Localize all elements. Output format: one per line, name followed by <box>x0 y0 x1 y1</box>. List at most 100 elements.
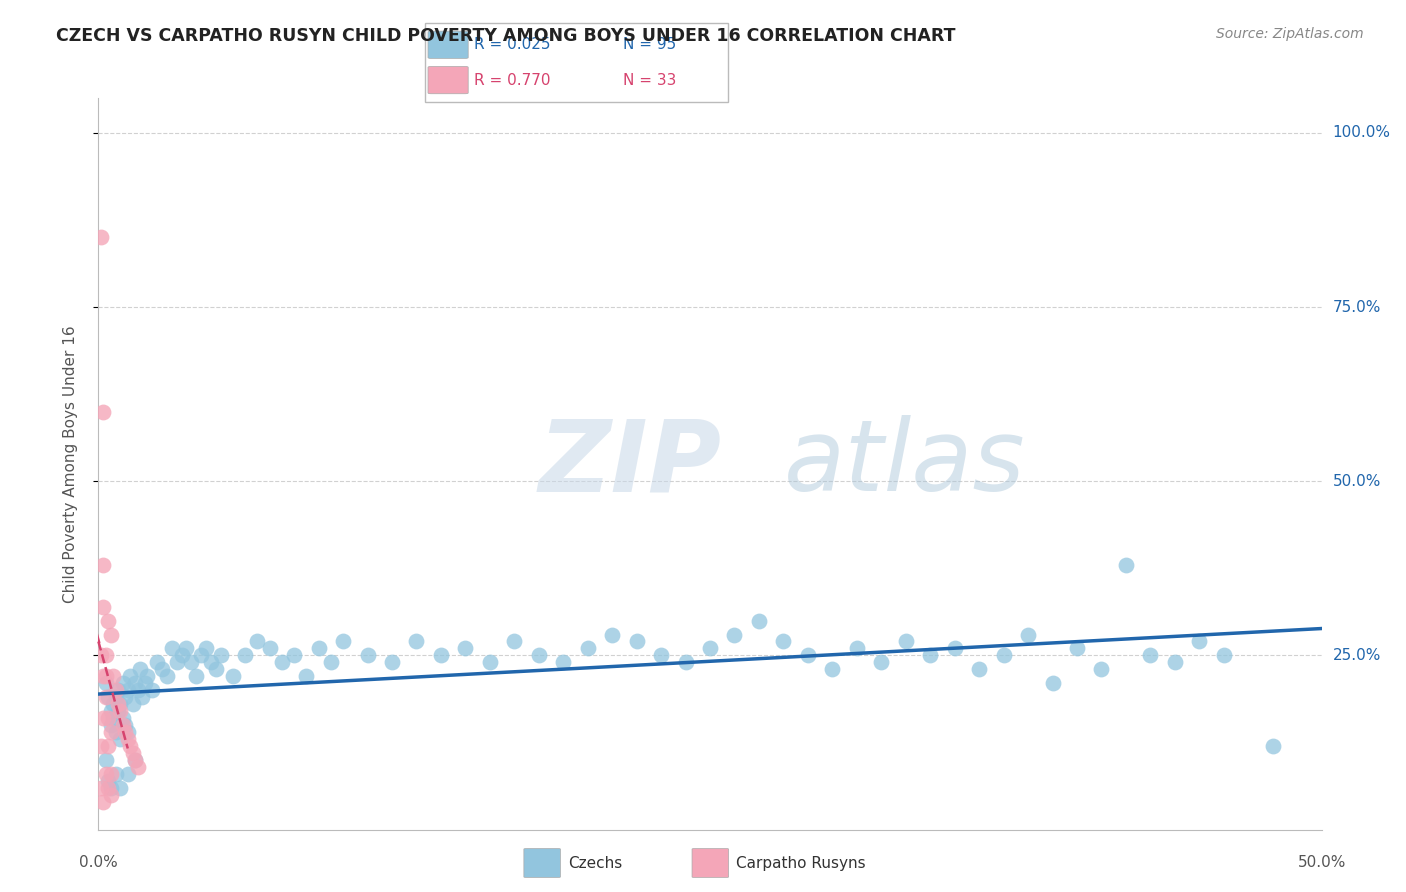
Point <box>136 669 159 683</box>
Point <box>90 230 112 244</box>
Point <box>100 788 122 802</box>
Point <box>1090 662 1112 676</box>
Point <box>94 676 117 690</box>
Text: Source: ZipAtlas.com: Source: ZipAtlas.com <box>1216 27 1364 41</box>
Point <box>943 641 966 656</box>
Point <box>894 634 917 648</box>
Point <box>430 648 453 663</box>
Text: R = 0.025: R = 0.025 <box>474 37 551 53</box>
Text: Czechs: Czechs <box>568 855 621 871</box>
Point <box>405 634 427 648</box>
Point <box>120 739 142 753</box>
Point <box>993 648 1015 663</box>
Point <box>233 648 256 663</box>
Point <box>723 627 745 641</box>
Point <box>101 669 124 683</box>
Text: atlas: atlas <box>783 416 1025 512</box>
Point <box>319 656 342 670</box>
Text: R = 0.770: R = 0.770 <box>474 72 551 87</box>
FancyBboxPatch shape <box>427 31 468 59</box>
Point <box>1139 648 1161 663</box>
Point <box>150 662 173 676</box>
Point <box>205 662 228 676</box>
Point <box>190 648 212 663</box>
Point <box>967 662 990 676</box>
Text: 0.0%: 0.0% <box>79 855 118 870</box>
Point <box>180 656 202 670</box>
Point <box>100 725 122 739</box>
Point <box>356 648 378 663</box>
Point <box>97 690 120 705</box>
Point <box>100 704 122 718</box>
Text: 25.0%: 25.0% <box>1333 648 1381 663</box>
Point <box>650 648 672 663</box>
Point <box>91 795 114 809</box>
Point <box>110 731 132 746</box>
Point <box>1042 676 1064 690</box>
Text: CZECH VS CARPATHO RUSYN CHILD POVERTY AMONG BOYS UNDER 16 CORRELATION CHART: CZECH VS CARPATHO RUSYN CHILD POVERTY AM… <box>56 27 956 45</box>
Point <box>200 656 222 670</box>
Point <box>117 683 139 698</box>
Point <box>104 683 127 698</box>
Point <box>870 656 893 670</box>
Point <box>160 641 183 656</box>
Point <box>222 669 245 683</box>
Point <box>94 767 117 781</box>
Point <box>454 641 477 656</box>
Point <box>1164 656 1187 670</box>
Point <box>478 656 501 670</box>
Point <box>626 634 648 648</box>
Text: 100.0%: 100.0% <box>1333 126 1391 140</box>
Point <box>920 648 942 663</box>
Point <box>90 648 112 663</box>
Point <box>110 780 132 795</box>
Point <box>124 676 146 690</box>
Point <box>117 725 139 739</box>
Point <box>1017 627 1039 641</box>
Point <box>270 656 294 670</box>
Point <box>259 641 281 656</box>
FancyBboxPatch shape <box>427 67 468 94</box>
Point <box>111 676 134 690</box>
Point <box>91 711 114 725</box>
Point <box>553 656 575 670</box>
Point <box>1188 634 1211 648</box>
Point <box>104 767 127 781</box>
Point <box>129 662 152 676</box>
FancyBboxPatch shape <box>524 848 561 878</box>
Point <box>699 641 721 656</box>
Point <box>1261 739 1284 753</box>
Point <box>146 656 169 670</box>
Point <box>209 648 232 663</box>
Point <box>97 739 120 753</box>
Point <box>117 767 139 781</box>
Point <box>845 641 868 656</box>
Point <box>134 676 156 690</box>
Point <box>1115 558 1137 572</box>
Point <box>97 614 120 628</box>
Point <box>246 634 269 648</box>
Point <box>104 725 127 739</box>
Text: 75.0%: 75.0% <box>1333 300 1381 315</box>
Point <box>124 753 146 767</box>
FancyBboxPatch shape <box>425 23 728 102</box>
Point <box>104 690 127 705</box>
Point <box>821 662 844 676</box>
Point <box>127 683 149 698</box>
Point <box>94 690 117 705</box>
Point <box>381 656 404 670</box>
Point <box>91 669 114 683</box>
Point <box>107 704 129 718</box>
Point <box>91 404 114 418</box>
Point <box>195 641 218 656</box>
Point <box>332 634 354 648</box>
Point <box>107 683 129 698</box>
Point <box>97 773 120 788</box>
Point <box>100 718 122 732</box>
Point <box>110 697 132 711</box>
Point <box>124 753 146 767</box>
Text: ZIP: ZIP <box>538 416 721 512</box>
Point <box>170 648 193 663</box>
Point <box>156 669 179 683</box>
Point <box>748 614 770 628</box>
